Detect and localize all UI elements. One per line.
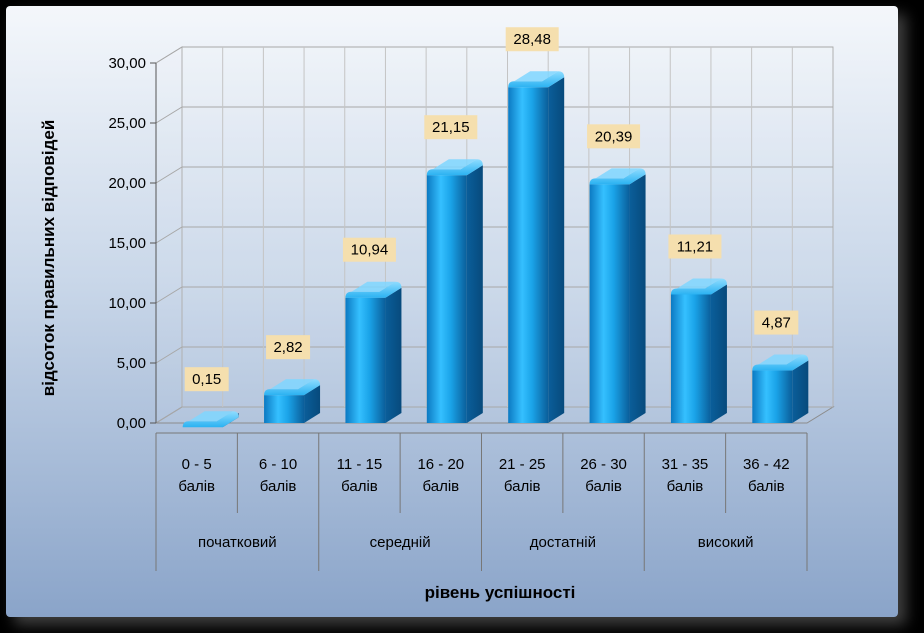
data-label: 21,15 <box>432 119 470 136</box>
x-axis-title: рівень успішності <box>425 583 576 602</box>
bar <box>345 281 402 423</box>
bar-side <box>792 360 809 423</box>
data-label-bg <box>184 367 229 392</box>
grid <box>154 46 835 424</box>
y-tick-label: 5,00 <box>117 355 146 372</box>
x-tick-label: 0 - 5 <box>182 456 212 473</box>
bar-cap <box>351 281 396 292</box>
bar-top <box>589 168 646 185</box>
bar-cap <box>514 71 559 82</box>
x-tick-label: 11 - 15 <box>337 456 383 473</box>
bar-side <box>466 165 483 423</box>
bar-front <box>345 297 386 423</box>
data-labels: 0,15 2,82 10,94 21,15 28,48 20,39 11,21 4,87 <box>184 27 799 392</box>
bar-side <box>710 284 727 423</box>
data-label: 20,39 <box>595 128 633 145</box>
x-group-label: високий <box>698 534 754 551</box>
bar-front <box>264 395 305 423</box>
y-tick-label: 30,00 <box>108 55 146 72</box>
x-tick-label-unit: балів <box>667 478 704 495</box>
bar-top <box>345 281 402 298</box>
x-tick-label: 6 - 10 <box>259 456 297 473</box>
bar <box>589 168 646 423</box>
bar-front <box>426 175 467 423</box>
x-group-label: достатній <box>530 534 596 551</box>
x-tick-label: 31 - 35 <box>662 456 709 473</box>
grid-line-h <box>155 46 833 64</box>
x-axis: 0 - 5 балів 6 - 10 балів 11 - 15 балів 16 - 20… <box>155 432 808 571</box>
bar-side <box>385 287 402 423</box>
x-tick-label-unit: балів <box>585 478 622 495</box>
x-tick-label: 26 - 30 <box>580 456 627 473</box>
grid-line-h <box>155 166 833 184</box>
y-tick-label: 0,00 <box>117 415 146 432</box>
bar-side <box>629 174 646 423</box>
x-tick-label-unit: балів <box>341 478 378 495</box>
bar-cap <box>595 168 640 179</box>
bar-cap <box>758 354 803 365</box>
grid-line-h <box>155 106 833 124</box>
bar-front <box>589 184 630 423</box>
bar-front <box>670 294 711 423</box>
data-label: 11,21 <box>677 238 713 255</box>
bar <box>670 278 727 423</box>
bar-cap <box>676 278 721 289</box>
data-label: 4,87 <box>762 315 791 332</box>
bar <box>182 411 239 428</box>
bar-top <box>752 354 809 371</box>
floor <box>154 406 835 424</box>
x-tick-label: 36 - 42 <box>743 456 790 473</box>
bar-top <box>508 71 565 88</box>
y-axis-title: відсоток правильних відповідей <box>39 120 58 397</box>
data-label-bg <box>668 234 722 259</box>
bar-cap <box>270 379 315 390</box>
data-label: 10,94 <box>351 242 389 259</box>
bar-top <box>182 411 239 428</box>
x-tick-label-unit: балів <box>748 478 785 495</box>
data-label-bg <box>754 310 799 335</box>
x-tick-label-unit: балів <box>504 478 541 495</box>
data-label: 2,82 <box>273 339 302 356</box>
x-tick-label: 16 - 20 <box>417 456 464 473</box>
bar <box>508 71 565 424</box>
bar-top <box>264 379 321 396</box>
bar-cap <box>432 159 477 170</box>
data-label-bg <box>342 237 396 262</box>
x-tick-label-unit: балів <box>260 478 297 495</box>
x-tick-label: 21 - 25 <box>499 456 546 473</box>
bar-chart: 0,00 5,00 10,00 15,00 20,00 25,00 30,00 0,15 2,… <box>39 27 835 602</box>
y-tick-label: 15,00 <box>108 235 146 252</box>
data-label: 28,48 <box>513 31 551 48</box>
bar-front <box>508 87 549 424</box>
y-tick-label: 25,00 <box>108 115 146 132</box>
bar <box>264 379 321 423</box>
chart-frame: 0,00 5,00 10,00 15,00 20,00 25,00 30,00 0,15 2,… <box>6 6 898 617</box>
bar-front <box>752 370 793 423</box>
data-label-bg <box>266 335 311 360</box>
bars <box>182 71 809 428</box>
x-tick-label-unit: балів <box>422 478 459 495</box>
bar-side <box>304 385 321 423</box>
x-tick-label-unit: балів <box>178 478 215 495</box>
data-label-bg <box>587 124 641 149</box>
y-axis-ticks: 0,00 5,00 10,00 15,00 20,00 25,00 30,00 <box>108 55 157 432</box>
y-tick-label: 20,00 <box>108 175 146 192</box>
bar <box>752 354 809 423</box>
bar-top <box>426 159 483 176</box>
bar-side <box>548 77 565 424</box>
x-group-label: середній <box>370 534 431 551</box>
bar-top <box>670 278 727 295</box>
data-label-bg <box>505 27 559 52</box>
x-group-label: початковий <box>198 534 277 551</box>
data-label: 0,15 <box>192 371 221 388</box>
y-tick-label: 10,00 <box>108 295 146 312</box>
bar-cap <box>188 411 233 422</box>
bar <box>426 159 483 423</box>
data-label-bg <box>424 115 478 140</box>
